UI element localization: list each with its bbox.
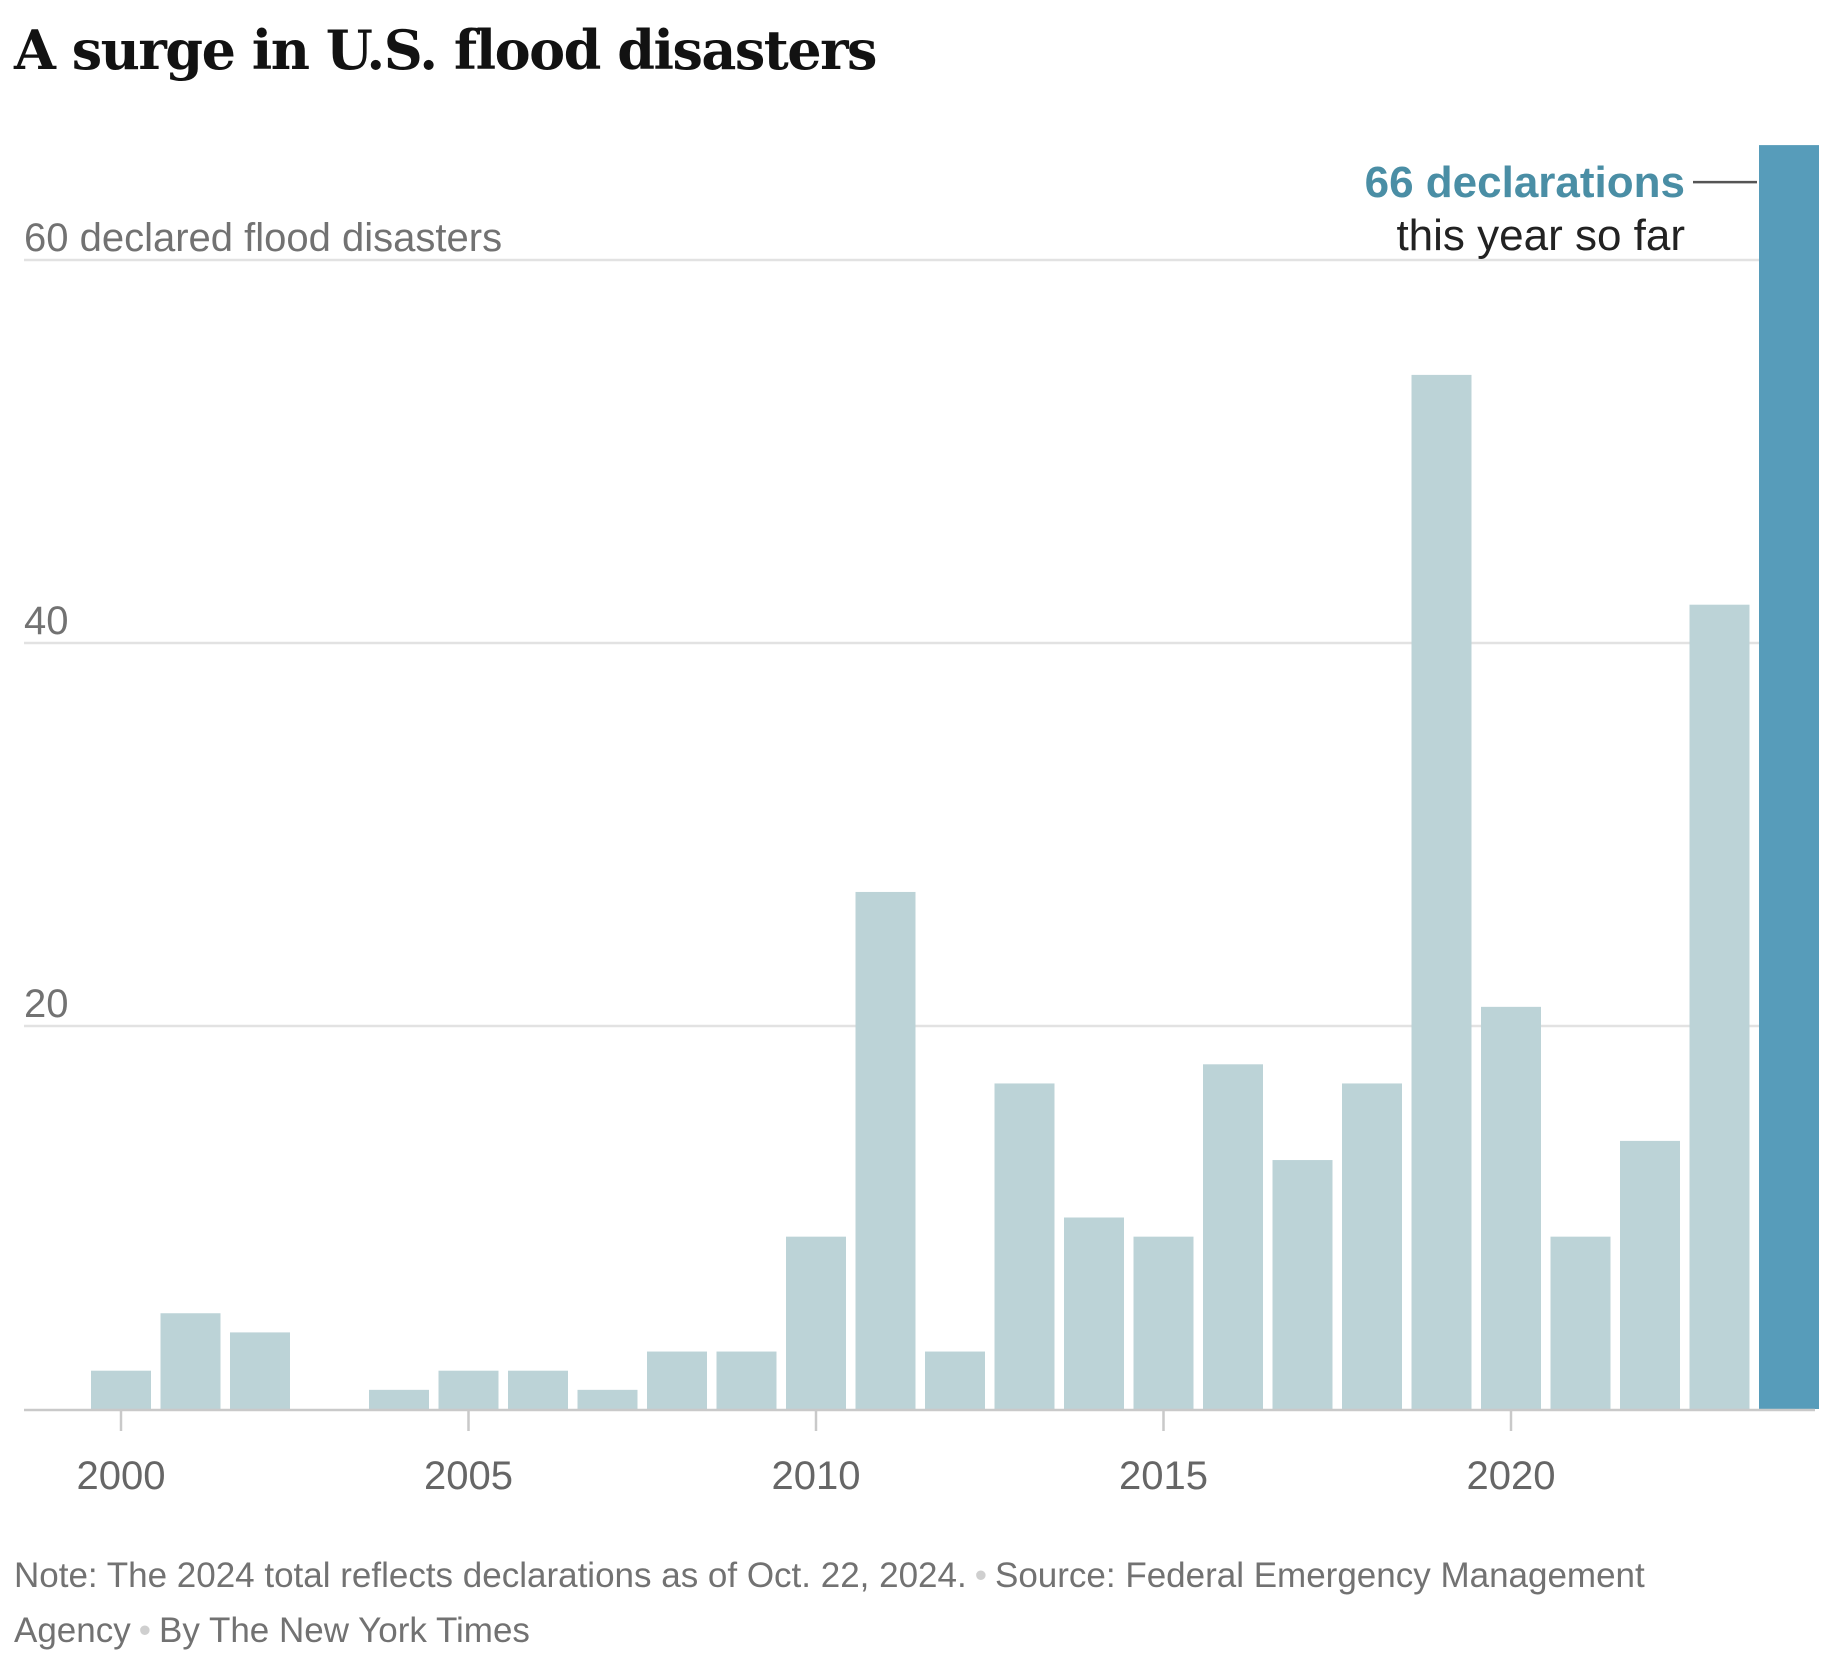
bar-2009 [716,1351,777,1409]
bar-2021 [1550,1236,1611,1409]
annotation-caption: this year so far [1396,211,1685,260]
bar-2024 [1759,145,1819,1410]
bar-2002 [230,1332,290,1409]
footer-source: Source: Federal Emergency Management Age… [14,1556,1645,1650]
bar-2015 [1133,1236,1194,1409]
x-tick-label: 2000 [77,1454,166,1498]
x-tick-label: 2005 [424,1454,513,1498]
bar-2001 [160,1313,221,1409]
x-tick-label: 2010 [772,1454,861,1498]
x-tick-label: 2015 [1119,1454,1208,1498]
y-tick-label: 40 [24,599,69,643]
separator-dot: • [974,1556,987,1595]
bar-2012 [925,1351,985,1409]
y-tick-label: 20 [24,982,69,1026]
gridlines: 20 40 60 declared flood disasters [24,216,1815,1028]
annotation-value: 66 declarations [1365,158,1685,207]
bar-2011 [855,891,916,1409]
x-axis: 2000 2005 2010 2015 2020 [24,1408,1815,1498]
bars [91,145,1819,1410]
bar-2000 [91,1370,151,1409]
bar-2014 [1064,1217,1124,1409]
bar-2007 [577,1389,638,1409]
bar-2018 [1342,1083,1402,1409]
bar-2005 [438,1370,499,1409]
separator-dot: • [138,1611,152,1650]
y-tick-label: 60 declared flood disasters [24,216,502,260]
bar-2004 [369,1389,429,1409]
bar-2010 [786,1236,846,1409]
bar-chart: 20 40 60 declared flood disasters 2000 2005… [24,145,1819,1498]
bar-2006 [508,1370,568,1409]
bar-2022 [1620,1140,1680,1409]
bar-2013 [994,1083,1055,1409]
footer-credit: By The New York Times [159,1611,530,1650]
bar-2020 [1481,1006,1541,1409]
chart-title: A surge in U.S. flood disasters [14,18,877,82]
bar-2016 [1203,1064,1263,1409]
bar-2017 [1272,1160,1333,1409]
x-tick-label: 2020 [1467,1454,1556,1498]
footer-note: Note: The 2024 total reflects declaratio… [14,1556,967,1595]
bar-2008 [647,1351,707,1409]
bar-2019 [1411,374,1472,1409]
bar-2023 [1689,604,1750,1409]
chart-footer: Note: The 2024 total reflects declaratio… [14,1548,1814,1658]
